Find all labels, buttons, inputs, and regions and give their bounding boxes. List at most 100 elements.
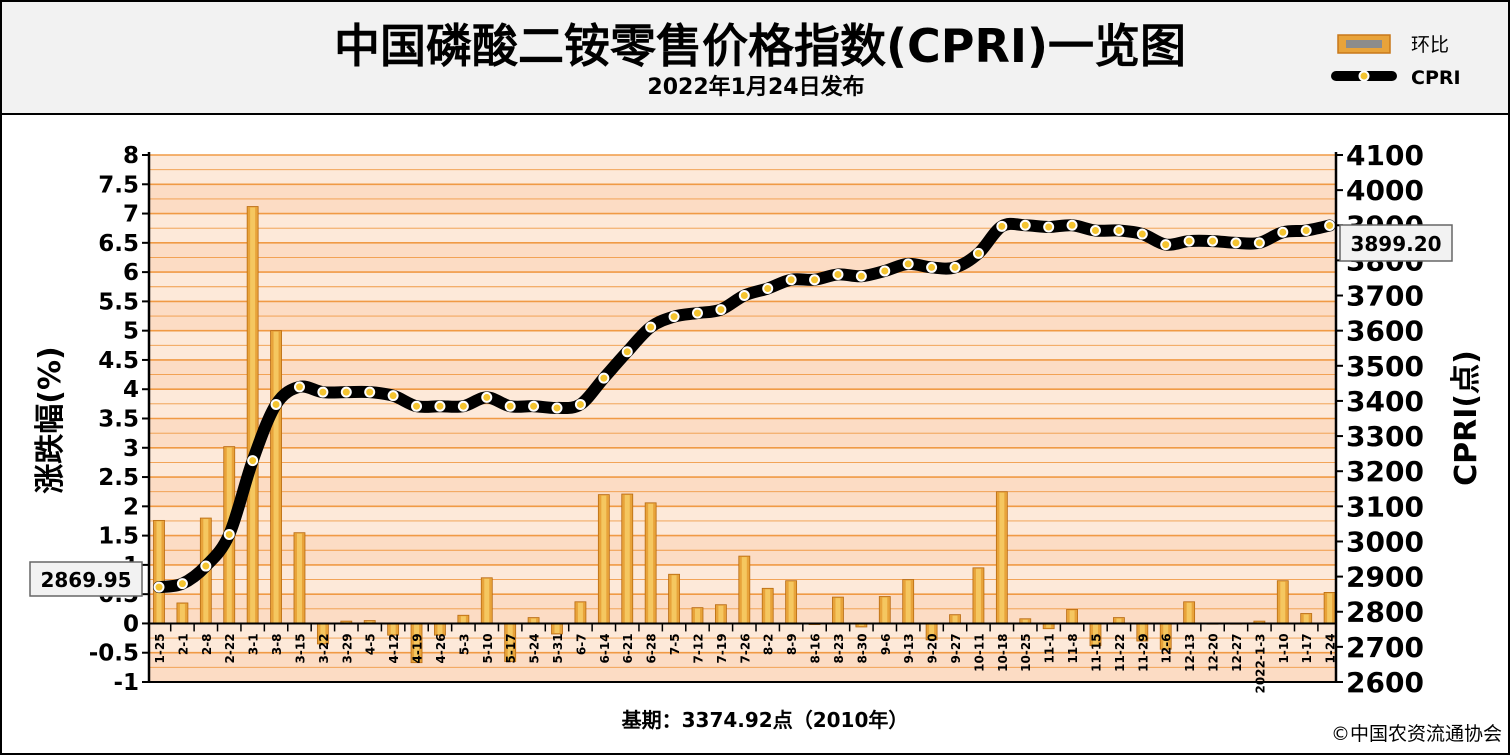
x-tick-label: 2-1 [176,633,190,655]
bar-highlight [250,207,256,623]
cpri-point-2-22 [225,530,233,538]
bar-highlight [1186,602,1192,623]
cpri-point-9-27 [951,263,959,271]
left-tick-label: 8 [123,143,139,169]
bar-5-10 [480,577,493,624]
cpri-point-8-9 [787,276,795,284]
bar-highlight [741,557,747,623]
left-tick-label: 7.5 [98,172,139,198]
right-tick-label: 3200 [1346,455,1424,488]
left-tick-label: 4.5 [98,348,139,374]
bar-highlight [1069,610,1075,623]
chart-title: 中国磷酸二铵零售价格指数(CPRI)一览图 [334,19,1186,73]
bar-highlight [1163,624,1169,649]
bar-7-12 [691,607,704,624]
cpri-point-6-7 [576,400,584,408]
x-tick-label: 12-6 [1160,633,1174,663]
bar-highlight [999,492,1005,623]
left-tick-label: 1.5 [98,524,139,550]
bar-highlight [554,624,560,633]
bar-3-8 [270,330,282,624]
x-tick-label: 8-23 [832,633,846,663]
x-tick-label: 12-20 [1207,633,1221,671]
x-tick-label: 7-26 [738,633,752,663]
bar-highlight [437,624,443,635]
left-tick-label: 6.5 [98,231,139,257]
bar-highlight [390,624,396,635]
bar-6-21 [621,493,634,624]
x-tick-label: 11-8 [1066,633,1080,663]
right-tick-label: 3700 [1346,280,1424,313]
right-tick-label: 4100 [1346,139,1424,172]
cpri-point-9-13 [904,260,912,268]
left-tick-label: -1 [113,670,139,696]
x-tick-label: 3-8 [270,633,284,655]
left-tick-label: 3.5 [98,407,139,433]
right-tick-label: 3000 [1346,525,1424,558]
base-period-note: 基期：3374.92点（2010年） [622,708,909,732]
cpri-point-4-19 [413,402,421,410]
cpri-point-10-25 [1021,221,1029,229]
bar-highlight [788,581,794,623]
left-tick-label: 3 [123,436,139,462]
legend-line-label: CPRI [1411,67,1461,89]
legend-line-marker [1358,70,1370,82]
x-tick-label: 8-30 [855,633,869,663]
x-tick-label: 1-25 [153,633,167,663]
bar-highlight [296,533,302,623]
x-tick-label: 2-22 [223,633,237,663]
bar-highlight [1092,624,1098,645]
x-tick-label: 1-17 [1300,633,1314,663]
x-tick-label: 5-24 [528,633,542,663]
cpri-point-12-6 [1162,241,1170,249]
cpri-point-3-15 [295,383,303,391]
chart-subtitle: 2022年1月24日发布 [647,74,864,100]
legend: 环比 CPRI [1331,34,1461,89]
bar-4-26 [434,623,446,636]
start-value-label: 2869.95 [40,568,131,592]
cpri-point-8-16 [811,276,819,284]
right-tick-label: 3300 [1346,420,1424,453]
start-callout-box [29,561,143,597]
x-tick-label: 5-10 [481,633,495,663]
header-panel [0,0,1510,115]
x-tick-label: 8-2 [762,633,776,655]
left-tick-label: 0 [123,611,139,637]
cpri-point-1-10 [1279,228,1287,236]
cpri-point-11-15 [1091,227,1099,235]
cpri-point-12-27 [1232,239,1240,247]
right-tick-label: 2900 [1346,561,1424,594]
bar-highlight [414,624,420,662]
copyright-note: ©中国农资流通协会 [1331,723,1502,745]
x-tick-label: 11-22 [1113,633,1127,671]
cpri-line-series [153,217,1336,594]
bar-8-23 [832,596,844,624]
x-tick-label: 9-6 [879,633,893,655]
x-tick-label: 11-15 [1089,633,1103,671]
cpri-point-10-18 [998,222,1006,230]
left-tick-label: 2 [123,494,139,520]
x-tick-label: 4-26 [434,633,448,663]
cpri-point-4-5 [366,388,374,396]
bar-highlight [765,589,771,623]
right-axis-title: CPRI(点) [1449,350,1484,486]
right-tick-label: 3600 [1346,315,1424,348]
cpri-point-4-12 [389,392,397,400]
start-value-callout: 2869.95 [29,561,143,597]
bar-9-6 [878,596,891,624]
bar-highlight [484,578,490,623]
cpri-point-7-26 [740,292,748,300]
end-value-callout: 3899.20 [1339,224,1453,262]
x-tick-label: 12-27 [1230,633,1244,671]
bar-highlight [624,495,630,623]
left-tick-label: 2.5 [98,465,139,491]
bar-1-24 [1323,592,1336,624]
cpri-point-2-8 [202,562,210,570]
x-tick-label: 1-10 [1277,633,1291,663]
bar-highlight [507,624,513,661]
cpri-point-2-1 [178,580,186,588]
bar-highlight [1116,618,1122,623]
x-tick-label: 3-29 [340,633,354,663]
bar-1-17 [1300,613,1313,624]
left-axis-title: 涨跌幅(%) [33,346,68,493]
